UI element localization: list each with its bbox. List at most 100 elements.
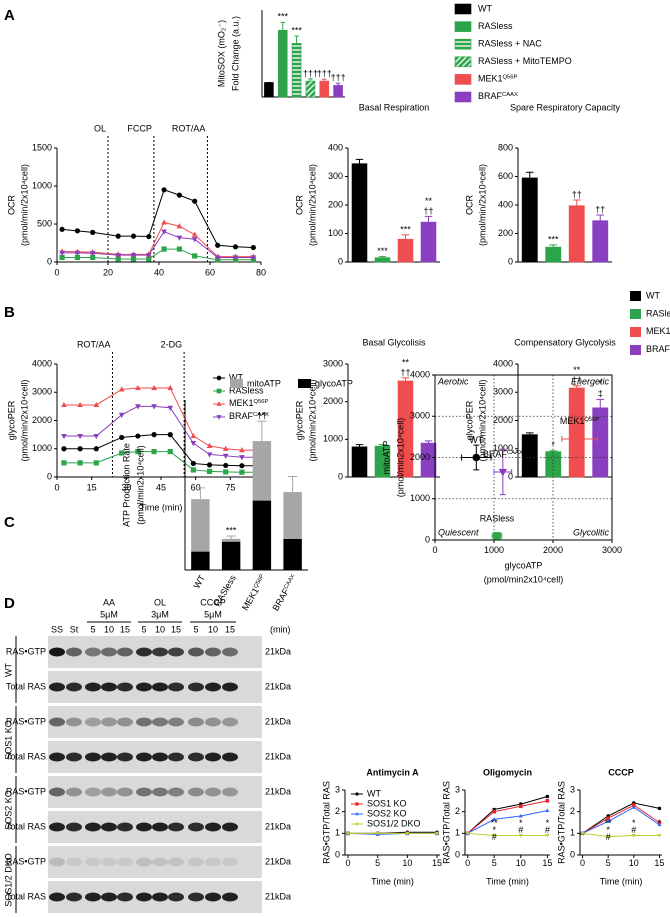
error-bar [378, 444, 387, 447]
y-tick-label: 0 [47, 256, 52, 266]
legend-label-text: BRAF [478, 91, 503, 101]
treatment-label: OL [154, 597, 166, 607]
blot-band [168, 752, 184, 762]
quadrant-label: Quiescent [438, 527, 479, 537]
row-label: RAS•GTP [6, 716, 46, 726]
blot-band [85, 892, 101, 902]
significance: ** [491, 818, 499, 828]
bar [305, 80, 316, 98]
point [239, 469, 245, 475]
panel-label: B [4, 304, 15, 321]
y-axis-label: (pmol/min/2x10⁴cell) [19, 380, 29, 462]
point [89, 251, 96, 257]
x-tick-label: 15 [542, 858, 552, 868]
time-label: 10 [208, 624, 218, 634]
significance: * [598, 379, 602, 389]
significance: †† [572, 189, 582, 199]
legend-swatch [630, 309, 641, 319]
legend-label: WT [229, 372, 243, 382]
row-label: Total RAS [6, 821, 46, 831]
y-tick-label: 4000 [493, 358, 513, 368]
panel-label: A [4, 7, 15, 24]
x-tick-label: 0 [54, 268, 59, 278]
bar-segment [221, 541, 241, 570]
legend-swatch [454, 38, 472, 50]
significance: ††† [303, 68, 318, 78]
blot-band [101, 682, 117, 692]
point [190, 460, 196, 467]
point [77, 433, 83, 440]
blot-band [66, 682, 82, 692]
point [493, 532, 501, 540]
blot-band [152, 892, 168, 902]
point-label: BRAFCAAX [483, 449, 523, 459]
legend-swatch [630, 345, 641, 355]
blot-band [66, 892, 82, 902]
y-axis-label: (pmol/min/2x10⁴cell) [477, 164, 487, 246]
y-tick-label: 2000 [32, 415, 52, 425]
point [405, 831, 410, 836]
blot-band [85, 752, 101, 762]
blot-band [136, 787, 152, 797]
chart-title: Basal Glycolisis [362, 337, 426, 347]
x-tick-label: 45 [156, 483, 166, 493]
legend-marker [216, 415, 222, 420]
y-tick-label: 3000 [323, 358, 343, 368]
error-bar [226, 535, 236, 539]
y-tick-label: 0 [570, 849, 575, 859]
blot-band [152, 717, 168, 727]
point [74, 228, 80, 234]
chart-title: Compensatory Glycolysis [514, 337, 616, 347]
x-tick-label: 15 [654, 858, 664, 868]
point [239, 463, 245, 469]
y-tick-label: 2 [570, 806, 575, 816]
point [93, 460, 99, 466]
legend-marker [355, 822, 359, 826]
point [59, 226, 65, 232]
blot-band [85, 682, 101, 692]
significance: *** [226, 525, 237, 535]
legend-label-text: BRAF [229, 411, 254, 421]
x-axis-label: (pmol/min2x10⁴cell) [484, 574, 563, 584]
point [191, 231, 198, 237]
bar-segment [191, 551, 210, 570]
y-tick-label: 3 [335, 784, 340, 794]
y-tick-label: 200 [328, 199, 343, 209]
point [74, 250, 81, 256]
point-label: WT [469, 435, 483, 445]
point [61, 446, 67, 452]
time-label: 15 [171, 624, 181, 634]
point [115, 233, 121, 239]
point [575, 434, 584, 442]
point [657, 822, 662, 827]
error-bar [280, 21, 285, 31]
blot-band [85, 717, 101, 727]
blot-band [49, 647, 65, 657]
x-tick-label: 80 [256, 268, 266, 278]
blot-band [136, 682, 152, 692]
x-tick-label: 1000 [484, 545, 504, 555]
point [151, 432, 157, 438]
point [222, 445, 229, 451]
row-label: RAS•GTP [6, 646, 46, 656]
point-label-text: BRAF [483, 449, 508, 459]
x-tick-label: 15 [432, 858, 442, 868]
blot-band [49, 822, 65, 832]
y-axis-label: OCR [294, 195, 304, 216]
blot-band [136, 752, 152, 762]
y-axis-label: mitoATP [381, 441, 391, 475]
error-bar [294, 35, 299, 44]
significance: ** [573, 365, 581, 375]
point [492, 817, 497, 821]
series-line [582, 832, 660, 838]
blot-band [66, 857, 82, 867]
y-tick-label: 0 [508, 471, 513, 481]
blot-band [49, 717, 65, 727]
legend-label-text: MEK1 [229, 398, 254, 408]
point-label: MEK1Q56P [560, 416, 600, 426]
bar [374, 257, 391, 263]
y-tick-label: 0 [425, 534, 430, 544]
row-label: Total RAS [6, 681, 46, 691]
